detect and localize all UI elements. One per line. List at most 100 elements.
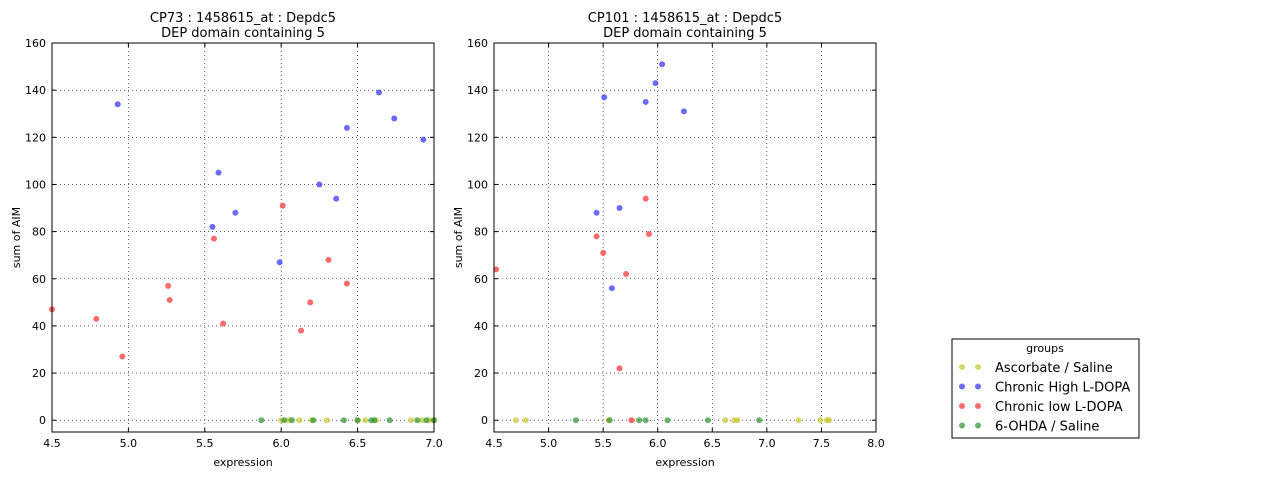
data-point (296, 417, 303, 424)
legend-entry-label: Chronic High L-DOPA (995, 381, 1130, 396)
y-tick-label: 160 (467, 37, 488, 50)
data-point (119, 353, 126, 360)
y-tick-label: 140 (25, 84, 46, 97)
data-point (220, 320, 227, 327)
data-point (279, 202, 286, 209)
data-point (659, 61, 666, 68)
data-point (281, 417, 288, 424)
plot-frame (493, 42, 877, 433)
x-tick-label: 6.5 (349, 437, 367, 450)
data-point (795, 417, 802, 424)
legend-entry-label: Chronic low L-DOPA (995, 400, 1123, 415)
data-point (734, 417, 741, 424)
y-tick-label: 140 (467, 84, 488, 97)
legend-marker (959, 383, 965, 390)
data-point (209, 223, 216, 230)
x-tick-label: 5.0 (540, 437, 558, 450)
y-tick-label: 60 (474, 273, 488, 286)
data-point (756, 417, 763, 424)
x-tick-label: 4.5 (43, 437, 61, 450)
data-point (343, 280, 350, 287)
y-tick-label: 120 (25, 131, 46, 144)
legend-marker (975, 422, 981, 429)
y-tick-label: 40 (32, 320, 46, 333)
data-point (680, 108, 687, 115)
data-point (623, 271, 630, 278)
data-point (375, 89, 382, 96)
data-point (215, 169, 222, 176)
data-point (386, 417, 393, 424)
data-point (512, 417, 519, 424)
plot-frame (51, 42, 435, 433)
data-point (258, 417, 265, 424)
chart-1: 4.5 5.0 5.5 6.0 6.5 7.0 0 20 40 60 80 100 120 140 160 C… (10, 11, 443, 469)
data-point (114, 101, 121, 108)
data-point (93, 315, 100, 322)
legend-marker (975, 364, 981, 370)
data-point (420, 136, 427, 143)
x-tick-label: 7.5 (813, 437, 831, 450)
x-tick-label: 7.0 (758, 437, 776, 450)
y-tick-label: 60 (32, 273, 46, 286)
legend-entry-label: Ascorbate / Saline (995, 361, 1113, 376)
data-point (325, 256, 332, 263)
data-point (642, 195, 649, 202)
x-axis-label: expression (655, 456, 714, 469)
data-point (593, 233, 600, 240)
x-tick-label: 5.0 (120, 437, 138, 450)
legend-entry-label: 6-OHDA / Saline (995, 420, 1099, 435)
data-point (642, 417, 649, 424)
legend-box (951, 338, 1140, 439)
legend-marker (975, 403, 981, 409)
x-tick-label: 6.0 (649, 437, 667, 450)
x-tick-label: 6.0 (272, 437, 290, 450)
chart-title: CP101 : 1458615_at : Depdc5 (588, 11, 782, 26)
legend-marker (959, 422, 965, 429)
chart-title: CP73 : 1458615_at : Depdc5 (150, 11, 336, 26)
x-tick-label: 7.0 (425, 437, 443, 450)
data-point (210, 235, 217, 242)
x-tick-label: 4.5 (485, 437, 503, 450)
y-tick-label: 80 (32, 226, 46, 239)
data-point (343, 124, 350, 131)
data-point (652, 80, 659, 87)
data-point (423, 417, 430, 424)
data-point (298, 327, 305, 334)
data-point (340, 417, 347, 424)
data-point (493, 266, 500, 273)
data-point (391, 115, 398, 122)
legend-title: groups (1026, 342, 1064, 355)
data-point (307, 299, 314, 306)
data-point (418, 417, 425, 424)
y-tick-label: 0 (481, 414, 488, 427)
data-point (288, 417, 295, 424)
y-tick-label: 0 (39, 414, 46, 427)
legend: groups Ascorbate / Saline Chronic High L-D… (951, 338, 1140, 439)
data-point (333, 195, 340, 202)
data-point (408, 417, 415, 424)
y-axis-label: sum of AIM (452, 207, 465, 268)
data-point (165, 282, 172, 289)
data-point (593, 209, 600, 216)
y-tick-label: 160 (25, 37, 46, 50)
x-tick-label: 6.5 (704, 437, 722, 450)
data-point (601, 94, 608, 101)
x-tick-label: 8.0 (867, 437, 885, 450)
data-point (572, 417, 579, 424)
y-tick-label: 100 (25, 178, 46, 191)
data-point (354, 417, 361, 424)
y-tick-label: 20 (474, 367, 488, 380)
data-point (608, 285, 615, 292)
data-point (628, 417, 635, 424)
y-axis-label: sum of AIM (10, 207, 23, 268)
data-point (324, 417, 331, 424)
x-tick-label: 5.5 (594, 437, 612, 450)
data-point (166, 296, 173, 303)
data-point (310, 417, 317, 424)
chart-2: 4.5 5.0 5.5 6.0 6.5 7.0 7.5 8.0 0 20 40 60 80 100 120 1… (452, 11, 885, 469)
data-point (645, 230, 652, 237)
y-tick-label: 120 (467, 131, 488, 144)
data-point (826, 417, 833, 424)
data-point (414, 417, 421, 424)
